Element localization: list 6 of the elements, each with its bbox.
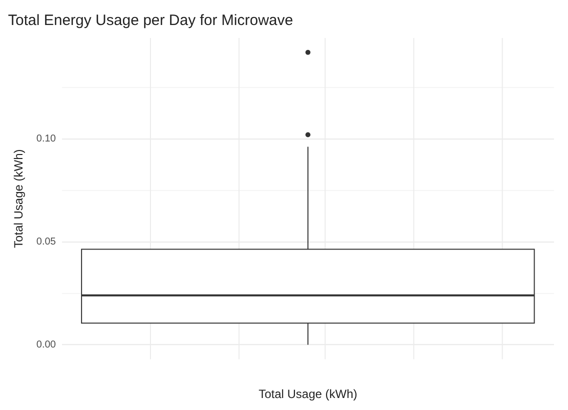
chart-title: Total Energy Usage per Day for Microwave — [8, 12, 294, 30]
y-tick-label: 0.05 — [36, 236, 56, 248]
y-tick-label: 0.10 — [36, 134, 56, 145]
y-axis-title: Total Usage (kWh) — [12, 149, 26, 248]
y-tick-label: 0.00 — [36, 340, 56, 351]
x-axis-title: Total Usage (kWh) — [258, 387, 358, 402]
